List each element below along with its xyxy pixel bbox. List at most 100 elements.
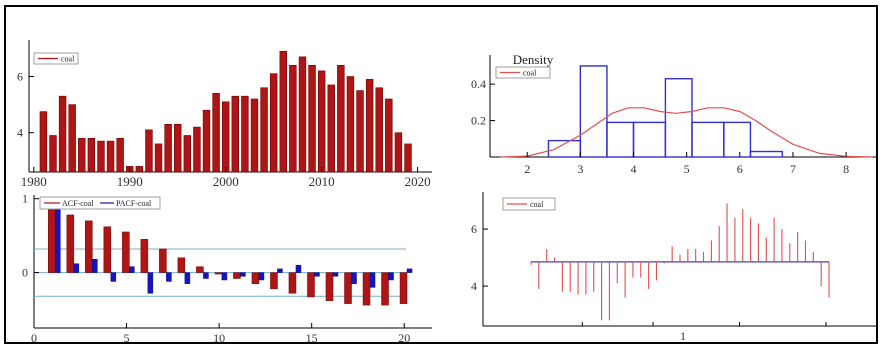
ts-bar: [337, 64, 345, 173]
corr-x-tick-label: 15: [306, 331, 318, 345]
ts-bar: [212, 93, 220, 173]
density-hist-bin: [749, 150, 784, 158]
corr-x-tick-label: 0: [31, 331, 37, 345]
ts-y-tick-label: 6: [17, 70, 23, 84]
density-y-tick-label: 0.4: [471, 77, 486, 91]
acf-bar: [177, 257, 186, 273]
pacf-bar: [277, 268, 283, 273]
ts-bar: [346, 76, 355, 173]
acf-bar: [159, 248, 167, 273]
acf-bar: [399, 272, 408, 304]
density-x-tick-label: 7: [790, 162, 796, 176]
ts-bar: [39, 111, 48, 173]
ts-bar: [365, 79, 374, 173]
density-legend-box: [495, 66, 551, 79]
pacf-bar: [332, 272, 339, 277]
ts-x-tick-label: 1980: [21, 174, 47, 189]
spike-legend-label: coal: [530, 200, 544, 209]
acf-bar: [362, 272, 371, 306]
acf-bar: [325, 272, 334, 301]
pacf-bar: [184, 272, 191, 284]
ts-x-tick-label: 2020: [405, 174, 431, 189]
ts-bar: [87, 137, 96, 173]
density-x-tick-label: 8: [843, 162, 849, 176]
ts-bar: [97, 140, 105, 173]
ts-bar: [327, 84, 335, 173]
ts-bar: [68, 104, 76, 173]
corr-y-tick-label: 1: [22, 192, 28, 206]
ts-bar: [49, 135, 57, 173]
corr-x-tick-label: 5: [124, 331, 130, 345]
density-legend-label: coal: [523, 69, 537, 78]
ts-bar: [222, 101, 230, 173]
ts-bar: [58, 95, 67, 173]
acf-bar: [122, 231, 130, 273]
density-x-tick-label: 3: [577, 162, 583, 176]
ts-bar: [106, 140, 115, 173]
ts-bar: [279, 50, 287, 173]
ts-bar: [385, 98, 393, 173]
corr-legend-label-acf: ACF-coal: [62, 199, 94, 208]
ts-x-tick-label: 2000: [213, 174, 239, 189]
ts-bar: [308, 64, 316, 173]
pacf-bar: [240, 272, 246, 277]
corr-legend-label-pacf: PACF-coal: [116, 199, 152, 208]
density-hist-bin: [579, 65, 608, 158]
ts-bar: [250, 98, 259, 173]
pacf-bar: [351, 272, 357, 284]
figure-frame: [4, 5, 878, 344]
pacf-bar: [388, 272, 394, 281]
acf-bar: [103, 226, 112, 273]
pacf-bar: [166, 272, 172, 282]
ts-bar: [78, 137, 86, 173]
ts-bar: [164, 123, 172, 173]
ts-bar: [202, 109, 211, 173]
density-x-tick-label: 2: [524, 162, 530, 176]
acf-bar: [48, 209, 56, 273]
spike-x-tick-label: 1: [680, 329, 686, 343]
density-hist-bin: [606, 121, 635, 158]
density-hist-bin: [691, 121, 725, 158]
ts-bar: [154, 143, 163, 173]
ts-bar: [375, 87, 383, 173]
density-hist-bin: [664, 77, 693, 158]
density-kde-line: [500, 107, 873, 158]
corr-y-tick-label: 0: [22, 266, 28, 280]
density-hist-bin: [632, 121, 667, 158]
ts-bar: [231, 95, 239, 173]
density-x-tick-label: 5: [684, 162, 690, 176]
ts-bar: [183, 135, 192, 173]
pacf-bar: [221, 272, 228, 281]
corr-x-tick-label: 10: [213, 331, 225, 345]
acf-bar: [233, 272, 241, 279]
ts-x-tick-label: 1990: [117, 174, 143, 189]
ts-bar: [317, 70, 326, 173]
ts-bar: [269, 73, 278, 173]
acf-bar: [288, 272, 297, 294]
pacf-bar: [314, 272, 320, 277]
density-x-tick-label: 6: [737, 162, 743, 176]
pacf-bar: [147, 272, 154, 294]
density-hist-bin: [547, 139, 582, 158]
ts-legend-label: coal: [61, 55, 75, 64]
pacf-bar: [369, 272, 376, 288]
pacf-bar: [92, 259, 98, 273]
pacf-bar: [55, 209, 61, 273]
ts-y-tick-label: 4: [17, 126, 23, 140]
spike-y-tick-label: 4: [471, 279, 477, 293]
acf-bar: [381, 272, 389, 306]
density-x-tick-label: 4: [631, 162, 637, 176]
acf-bar: [196, 266, 204, 273]
ts-x-tick-label: 2010: [309, 174, 335, 189]
ts-bar: [174, 123, 182, 173]
ts-bar: [260, 87, 268, 173]
pacf-bar: [295, 264, 302, 273]
ts-bar: [116, 137, 124, 173]
pacf-bar: [129, 266, 135, 273]
ts-bar: [289, 64, 297, 173]
ts-bar: [193, 126, 201, 173]
corr-x-tick-label: 20: [398, 331, 410, 345]
acf-bar: [270, 272, 278, 290]
